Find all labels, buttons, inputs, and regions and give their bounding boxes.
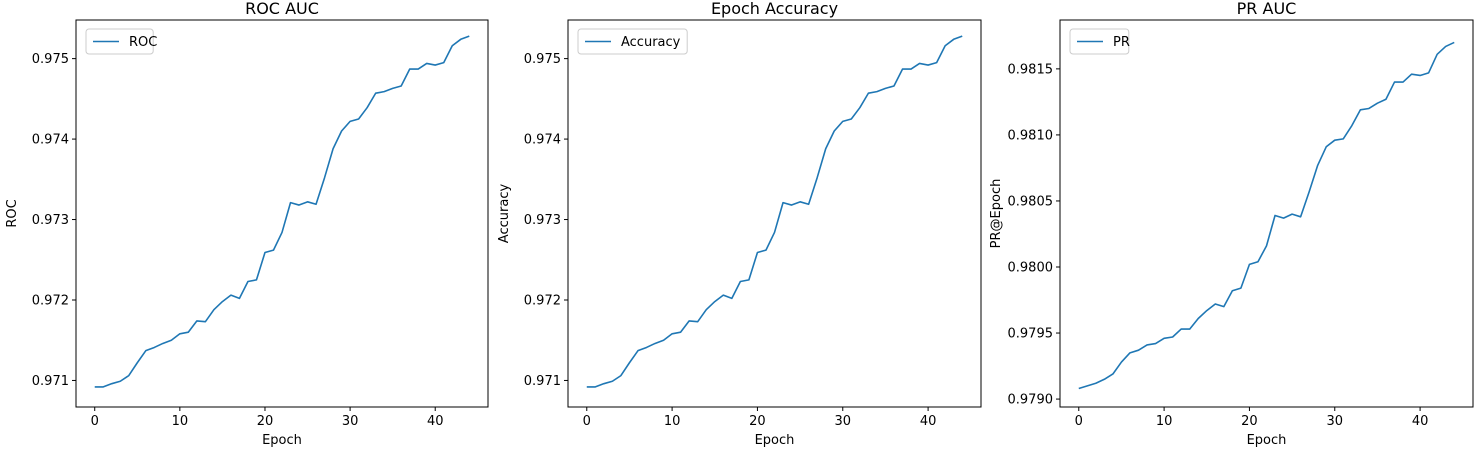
- y-tick-label: 0.9805: [1008, 194, 1054, 209]
- chart-title: ROC AUC: [245, 0, 319, 18]
- y-axis-label: ROC: [5, 199, 20, 227]
- chart-panel-2: Epoch Accuracy 0 10 20 30 40 0.971 0.972 0.973 0.…: [497, 0, 982, 448]
- legend: PR: [1069, 28, 1130, 55]
- x-axis-label: Epoch: [1247, 433, 1287, 448]
- x-tick-label: 20: [1241, 414, 1258, 429]
- y-tick-label: 0.974: [524, 133, 561, 148]
- legend: Accuracy: [577, 28, 688, 55]
- y-tick-label: 0.9810: [1008, 128, 1054, 143]
- x-tick-label: 40: [1412, 414, 1429, 429]
- x-tick-label: 20: [749, 414, 766, 429]
- x-tick-label: 20: [257, 414, 274, 429]
- chart-panel-1: ROC AUC 0 10 20 30 40 0.971 0.972 0.973 0.974 0.97…: [5, 0, 489, 448]
- x-axis-label: Epoch: [262, 433, 302, 448]
- x-tick-label: 30: [1326, 414, 1343, 429]
- chart-title: PR AUC: [1237, 0, 1297, 18]
- x-tick-label: 10: [1156, 414, 1173, 429]
- y-axis-label: PR@Epoch: [989, 179, 1004, 249]
- y-tick-label: 0.971: [32, 374, 69, 389]
- chart-title: Epoch Accuracy: [711, 0, 838, 18]
- y-tick-label: 0.973: [524, 213, 561, 228]
- y-tick-label: 0.9800: [1008, 260, 1054, 275]
- x-tick-label: 10: [172, 414, 189, 429]
- plot-frame: [567, 19, 982, 408]
- y-tick-label: 0.971: [524, 374, 561, 389]
- series-line-accuracy: [586, 35, 963, 388]
- y-tick-label: 0.975: [32, 52, 69, 67]
- x-tick-label: 40: [427, 414, 444, 429]
- legend-label: Accuracy: [621, 35, 681, 50]
- y-tick-label: 0.9795: [1008, 327, 1054, 342]
- legend-box: [85, 28, 154, 55]
- legend-box: [577, 28, 688, 55]
- x-tick-label: 0: [91, 414, 99, 429]
- y-tick-label: 0.972: [32, 293, 69, 308]
- y-tick-label: 0.972: [524, 293, 561, 308]
- series-line-roc: [94, 35, 470, 388]
- y-tick-label: 0.973: [32, 213, 69, 228]
- x-tick-label: 30: [342, 414, 359, 429]
- x-tick-label: 0: [1075, 414, 1083, 429]
- plot-frame: [1059, 19, 1474, 408]
- x-tick-label: 10: [664, 414, 681, 429]
- legend: ROC: [85, 28, 157, 55]
- y-tick-label: 0.975: [524, 52, 561, 67]
- x-tick-label: 30: [834, 414, 851, 429]
- x-axis-label: Epoch: [755, 433, 795, 448]
- y-tick-label: 0.9790: [1008, 393, 1054, 408]
- x-tick-label: 40: [920, 414, 937, 429]
- legend-label: PR: [1113, 35, 1130, 50]
- y-tick-label: 0.974: [32, 133, 69, 148]
- y-axis-label: Accuracy: [497, 184, 512, 244]
- legend-label: ROC: [129, 35, 157, 50]
- plot-frame: [75, 19, 489, 408]
- chart-panel-3: PR AUC 0 10 20 30 40 0.9790 0.9795 0.9800 0.9805 0…: [989, 0, 1474, 448]
- y-tick-label: 0.9815: [1008, 62, 1054, 77]
- x-tick-label: 0: [583, 414, 591, 429]
- series-line-pr: [1078, 41, 1455, 390]
